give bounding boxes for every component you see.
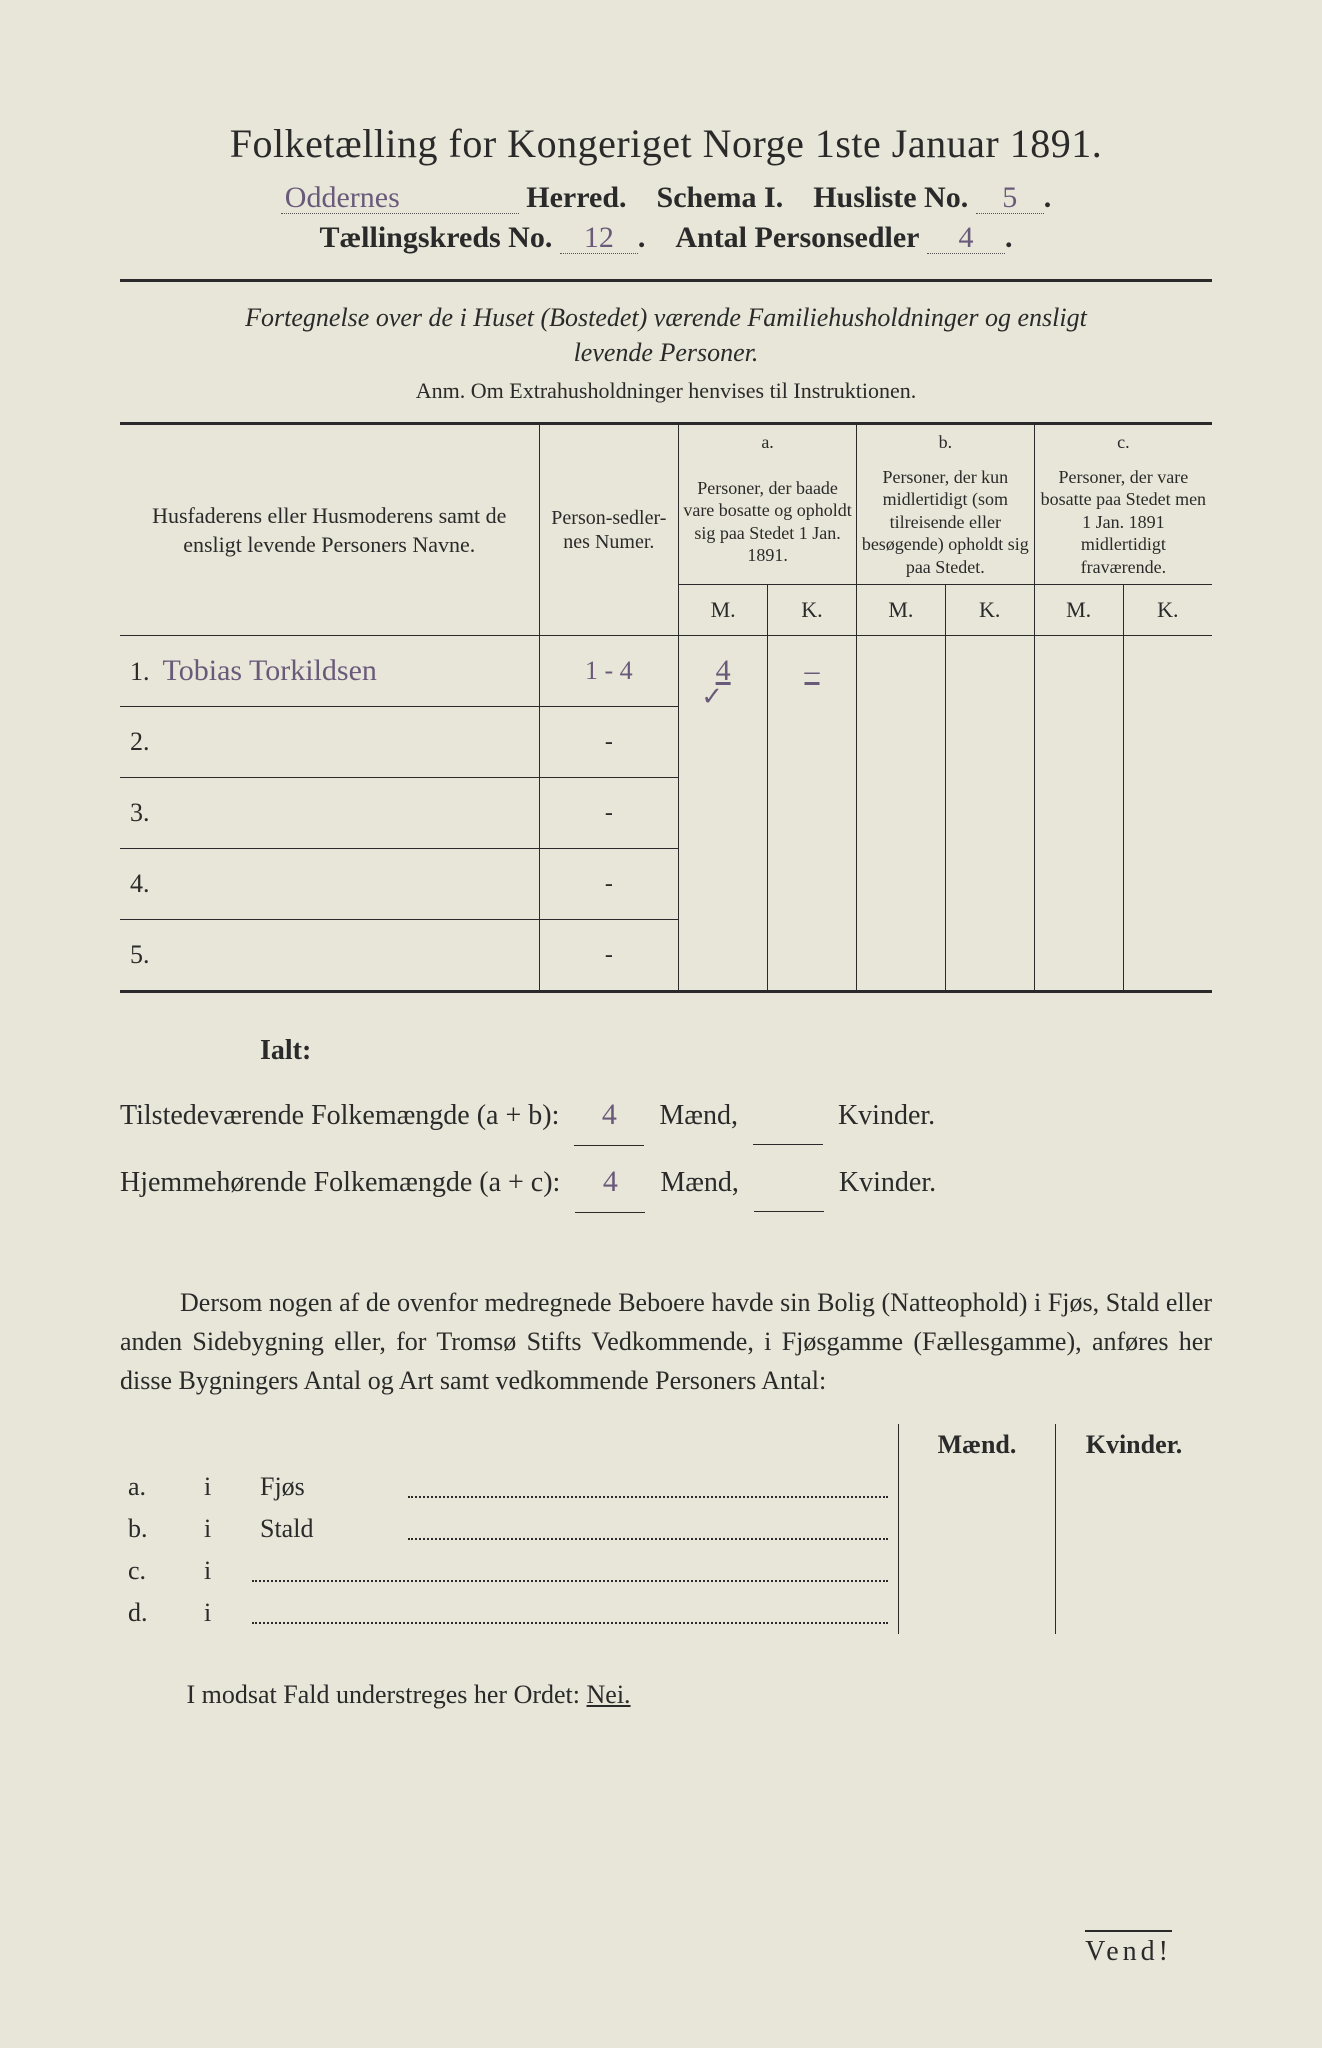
- group-a-letter: a.: [679, 424, 857, 460]
- outbuilding-row: c. i: [120, 1550, 1212, 1592]
- census-form-page: Folketælling for Kongeriget Norge 1ste J…: [0, 0, 1322, 2048]
- outbuilding-row: a. i Fjøs: [120, 1466, 1212, 1508]
- table-row: 1. Tobias Torkildsen 1 - 4 4 ✓ –: [120, 636, 1212, 707]
- group-b-letter: b.: [856, 424, 1034, 460]
- group-c-header: Personer, der vare bosatte paa Stedet me…: [1034, 460, 1212, 585]
- table-row: 4. -: [120, 849, 1212, 920]
- outbuildings-block: Mænd. Kvinder. a. i Fjøs b. i Stald c. i: [120, 1424, 1212, 1634]
- group-c-letter: c.: [1034, 424, 1212, 460]
- table-row: 5. -: [120, 920, 1212, 992]
- a-M-header: M.: [679, 585, 768, 636]
- husliste-label: Husliste No.: [813, 181, 968, 214]
- out-maend-header: Mænd.: [899, 1424, 1056, 1466]
- b-M-header: M.: [856, 585, 945, 636]
- outbuilding-row: b. i Stald: [120, 1508, 1212, 1550]
- herred-line: Oddernes Herred. Schema I. Husliste No. …: [120, 181, 1212, 215]
- ialt-label: Ialt:: [260, 1023, 1212, 1079]
- totals-row-ac: Hjemmehørende Folkemængde (a + c): 4 Mæn…: [120, 1152, 1212, 1213]
- c-M-header: M.: [1034, 585, 1123, 636]
- a-K-header: K.: [768, 585, 857, 636]
- totals-block: Ialt: Tilstedeværende Folkemængde (a + b…: [120, 1023, 1212, 1213]
- herred-value: Oddernes: [285, 183, 400, 213]
- table-row: 2. -: [120, 707, 1212, 778]
- outbuilding-row: d. i: [120, 1592, 1212, 1634]
- husliste-value: 5: [1002, 183, 1017, 213]
- col-names-header: Husfaderens eller Husmoderens samt de en…: [120, 424, 539, 636]
- schema-label: Schema I.: [657, 181, 784, 214]
- header-rule: [120, 279, 1212, 282]
- row1-label: 1. Tobias Torkildsen: [120, 636, 539, 707]
- household-table: Husfaderens eller Husmoderens samt de en…: [120, 422, 1212, 993]
- herred-label: Herred.: [526, 181, 626, 214]
- outbuilding-paragraph: Dersom nogen af de ovenfor medregnede Be…: [120, 1283, 1212, 1400]
- kreds-value: 12: [584, 223, 614, 253]
- nei-line: I modsat Fald understreges her Ordet: Ne…: [120, 1680, 1212, 1710]
- out-kvinder-header: Kvinder.: [1056, 1424, 1213, 1466]
- group-a-header: Personer, der baade vare bosatte og opho…: [679, 460, 857, 585]
- kreds-line: Tællingskreds No. 12. Antal Personsedler…: [120, 221, 1212, 255]
- anm-text: Anm. Om Extrahusholdninger henvises til …: [120, 378, 1212, 404]
- totals-row-ab: Tilstedeværende Folkemængde (a + b): 4 M…: [120, 1085, 1212, 1146]
- kreds-label: Tællingskreds No.: [320, 221, 553, 254]
- c-K-header: K.: [1123, 585, 1212, 636]
- antal-label: Antal Personsedler: [675, 221, 919, 254]
- table-row: 3. -: [120, 778, 1212, 849]
- vend-footer: Vend!: [1085, 1930, 1172, 1968]
- fortegnelse-text: Fortegnelse over de i Huset (Bostedet) v…: [216, 300, 1116, 370]
- antal-value: 4: [958, 223, 973, 253]
- col-numer-header: Person-sedler-nes Numer.: [539, 424, 679, 636]
- main-title: Folketælling for Kongeriget Norge 1ste J…: [120, 120, 1212, 167]
- group-b-header: Personer, der kun midlertidigt (som tilr…: [856, 460, 1034, 585]
- b-K-header: K.: [945, 585, 1034, 636]
